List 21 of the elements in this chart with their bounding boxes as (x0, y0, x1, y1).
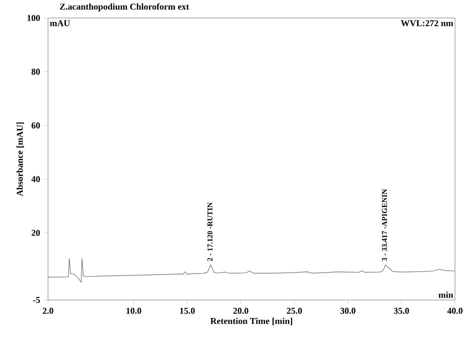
y-tick-label: -5 (33, 297, 40, 303)
annotation: mAU (50, 20, 70, 26)
x-axis-title: Retention Time [min] (210, 318, 292, 326)
x-tick-label: 2.0 (42, 308, 54, 314)
chart-title: Z.acanthopodium Chloroform ext (60, 3, 190, 12)
y-tick-label: 60 (32, 122, 40, 128)
x-tick-label: 15.0 (180, 308, 195, 314)
y-tick-label: 40 (31, 176, 40, 182)
x-tick-label: 25.0 (286, 308, 302, 314)
y-tick-label: 80 (32, 68, 40, 75)
x-tick-label: 35.0 (394, 308, 409, 314)
annotation: min (438, 292, 454, 298)
x-tick-label: 20.0 (233, 308, 248, 314)
x-tick-label: 40.0 (447, 308, 463, 314)
y-tick-label: 20 (32, 230, 40, 236)
y-tick-label: 100 (28, 14, 40, 22)
y-axis-title: Absorbance [mAU] (16, 122, 24, 196)
annotation: WVL:272 nm (400, 20, 454, 26)
x-tick-label: 10.0 (126, 308, 142, 314)
x-tick-label: 30.0 (340, 308, 356, 314)
line-series (48, 258, 456, 283)
